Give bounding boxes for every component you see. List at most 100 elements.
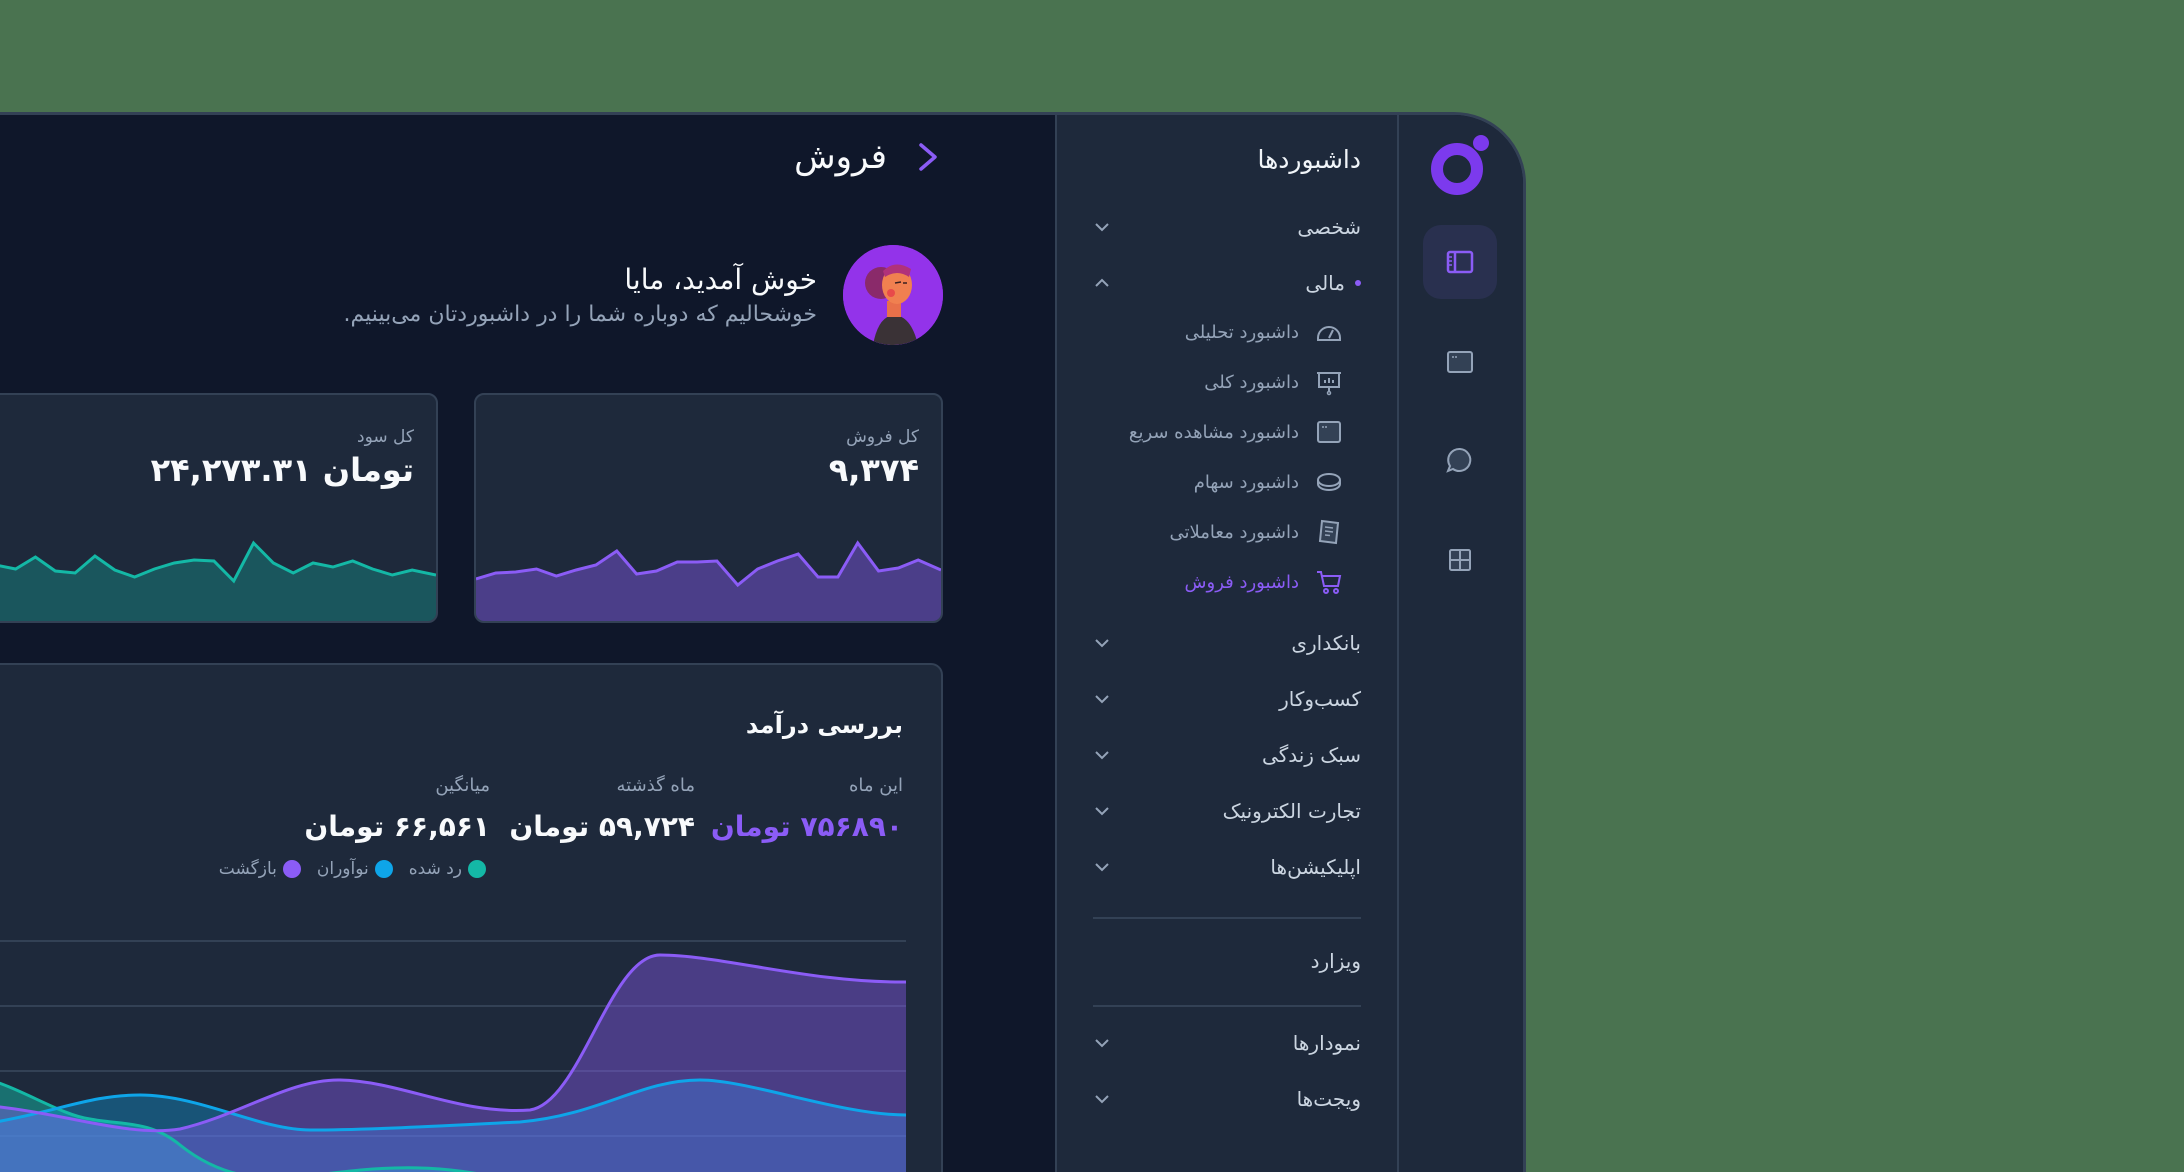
stat-value: تومان ۲۴,۲۷۳.۳۱ xyxy=(150,451,414,489)
profit-sparkline xyxy=(0,540,436,621)
chart-legend: رد شده نوآوران بازگشت xyxy=(219,859,486,879)
chevron-down-icon xyxy=(1095,751,1109,760)
rail-button-dashboards[interactable] xyxy=(1423,225,1497,299)
sub-item-sales-dashboard[interactable]: داشبورد فروش xyxy=(1185,563,1343,601)
nav-item-label: مالی xyxy=(1305,271,1345,295)
legend-item-return[interactable]: بازگشت xyxy=(219,859,301,879)
nav-item-financial[interactable]: مالی xyxy=(1093,263,1361,303)
rail-button-chat[interactable] xyxy=(1423,423,1497,497)
nav-item-label: بانکداری xyxy=(1291,631,1361,655)
chevron-right-icon[interactable] xyxy=(913,137,943,177)
main-content: فروش خوش آمدید، مایا خوشحالیم که دوباره … xyxy=(0,115,1053,1172)
sub-item-quick-view-dashboard[interactable]: داشبورد مشاهده سریع xyxy=(1129,413,1343,451)
presentation-chart-icon xyxy=(1317,372,1341,396)
revenue-stat-this-month: این ماه ۷۵۶۸۹۰ تومان xyxy=(711,775,903,843)
rail-button-widgets[interactable] xyxy=(1423,523,1497,597)
legend-dot-icon xyxy=(282,860,301,878)
sub-item-label: داشبورد مشاهده سریع xyxy=(1128,421,1299,443)
nav-item-widgets[interactable]: ویجت‌ها xyxy=(1093,1079,1361,1119)
nav-item-label: کسب‌وکار xyxy=(1279,687,1361,711)
legend-dot-icon xyxy=(468,860,486,878)
legend-item-innovators[interactable]: نوآوران xyxy=(317,859,393,879)
sub-item-analytics-dashboard[interactable]: داشبورد تحلیلی xyxy=(1185,313,1343,351)
nav-item-business[interactable]: کسب‌وکار xyxy=(1093,679,1361,719)
nav-item-lifestyle[interactable]: سبک زندگی xyxy=(1093,735,1361,775)
chat-bubble-icon xyxy=(1446,447,1472,473)
sub-item-stocks-dashboard[interactable]: داشبورد سهام xyxy=(1194,463,1343,501)
sub-item-trading-dashboard[interactable]: داشبورد معاملاتی xyxy=(1170,513,1343,551)
stat-label: میانگین xyxy=(435,775,490,796)
chevron-down-icon xyxy=(1095,1039,1109,1048)
nav-item-wizard[interactable]: ویزارد xyxy=(1093,941,1361,981)
revenue-stat-last-month: ماه گذشته ۵۹,۷۲۴ تومان xyxy=(509,775,695,843)
browser-window-icon xyxy=(1317,421,1341,443)
sidebar-layout-icon xyxy=(1446,250,1474,274)
nav-divider xyxy=(1093,917,1361,919)
icon-rail xyxy=(1397,115,1523,1172)
nav-item-banking[interactable]: بانکداری xyxy=(1093,623,1361,663)
nav-title: داشبوردها xyxy=(1257,145,1362,174)
stat-label: کل سود xyxy=(357,427,414,447)
cart-icon xyxy=(1317,571,1342,594)
nav-item-label: نمودارها xyxy=(1292,1031,1361,1055)
revenue-stat-average: میانگین ۶۶,۵۶۱ تومان xyxy=(304,775,490,843)
app-window: فروش خوش آمدید، مایا خوشحالیم که دوباره … xyxy=(0,112,1526,1172)
avatar[interactable] xyxy=(843,245,943,345)
nav-item-label: شخصی xyxy=(1297,215,1361,239)
stat-value: ۷۵۶۸۹۰ تومان xyxy=(710,810,903,843)
stat-card-total-sales: کل فروش ۹,۳۷۴ xyxy=(474,393,943,623)
sub-item-label: داشبورد تحلیلی xyxy=(1184,321,1299,343)
chevron-down-icon xyxy=(1095,639,1109,648)
sub-item-label: داشبورد کلی xyxy=(1204,371,1299,393)
stat-label: این ماه xyxy=(849,775,903,796)
chevron-down-icon xyxy=(1095,695,1109,704)
nav-item-label: ویزارد xyxy=(1310,949,1361,973)
stat-card-total-profit: کل سود تومان ۲۴,۲۷۳.۳۱ xyxy=(0,393,438,623)
nav-item-label: سبک زندگی xyxy=(1262,743,1361,767)
browser-window-icon xyxy=(1447,351,1473,373)
chevron-up-icon xyxy=(1095,278,1109,287)
active-dot-icon xyxy=(1355,280,1361,286)
stat-label: ماه گذشته xyxy=(616,775,695,796)
legend-label: نوآوران xyxy=(316,859,369,879)
page-title: فروش xyxy=(794,137,887,177)
sub-item-overview-dashboard[interactable]: داشبورد کلی xyxy=(1204,363,1343,401)
legend-label: رد شده xyxy=(408,859,462,879)
brand-logo-icon[interactable] xyxy=(1429,133,1493,197)
nav-item-label: اپلیکیشن‌ها xyxy=(1270,855,1361,879)
sub-item-label: داشبورد سهام xyxy=(1193,471,1299,493)
chevron-down-icon xyxy=(1095,223,1109,232)
gauge-icon xyxy=(1317,326,1341,341)
chevron-down-icon xyxy=(1095,1095,1109,1104)
nav-item-ecommerce[interactable]: تجارت الکترونیک xyxy=(1093,791,1361,831)
sales-sparkline xyxy=(476,540,941,621)
welcome-subtitle: خوشحالیم که دوباره شما را در داشبوردتان … xyxy=(343,302,817,327)
nav-item-personal[interactable]: شخصی xyxy=(1093,207,1361,247)
chevron-down-icon xyxy=(1095,863,1109,872)
legend-label: بازگشت xyxy=(218,859,277,879)
page-header: فروش xyxy=(794,137,943,177)
rail-button-pages[interactable] xyxy=(1423,325,1497,399)
legend-item-rejected[interactable]: رد شده xyxy=(409,859,486,879)
sub-item-label: داشبورد فروش xyxy=(1184,571,1299,593)
nav-item-applications[interactable]: اپلیکیشن‌ها xyxy=(1093,847,1361,887)
welcome-section: خوش آمدید، مایا خوشحالیم که دوباره شما ر… xyxy=(344,245,943,345)
nav-item-label: تجارت الکترونیک xyxy=(1222,799,1361,823)
revenue-area-chart xyxy=(0,940,906,1172)
stat-value: ۵۹,۷۲۴ تومان xyxy=(509,810,695,843)
dashboards-nav: داشبوردها شخصی مالی داشبورد تحلیلی داشبو… xyxy=(1055,115,1397,1172)
legend-dot-icon xyxy=(374,860,393,878)
chevron-down-icon xyxy=(1095,807,1109,816)
welcome-title: خوش آمدید، مایا xyxy=(624,263,817,296)
sub-item-label: داشبورد معاملاتی xyxy=(1169,521,1299,543)
revenue-overview-card: بررسی درآمد این ماه ۷۵۶۸۹۰ تومان ماه گذش… xyxy=(0,663,943,1172)
stat-value: ۹,۳۷۴ xyxy=(828,451,919,489)
nav-divider xyxy=(1093,1005,1361,1007)
stat-value: ۶۶,۵۶۱ تومان xyxy=(304,810,490,843)
document-icon xyxy=(1318,519,1340,545)
welcome-text: خوش آمدید، مایا خوشحالیم که دوباره شما ر… xyxy=(344,263,817,327)
grid-icon xyxy=(1449,549,1471,571)
revenue-title: بررسی درآمد xyxy=(745,711,903,739)
nav-item-label: ویجت‌ها xyxy=(1296,1087,1361,1111)
nav-item-charts[interactable]: نمودارها xyxy=(1093,1023,1361,1063)
